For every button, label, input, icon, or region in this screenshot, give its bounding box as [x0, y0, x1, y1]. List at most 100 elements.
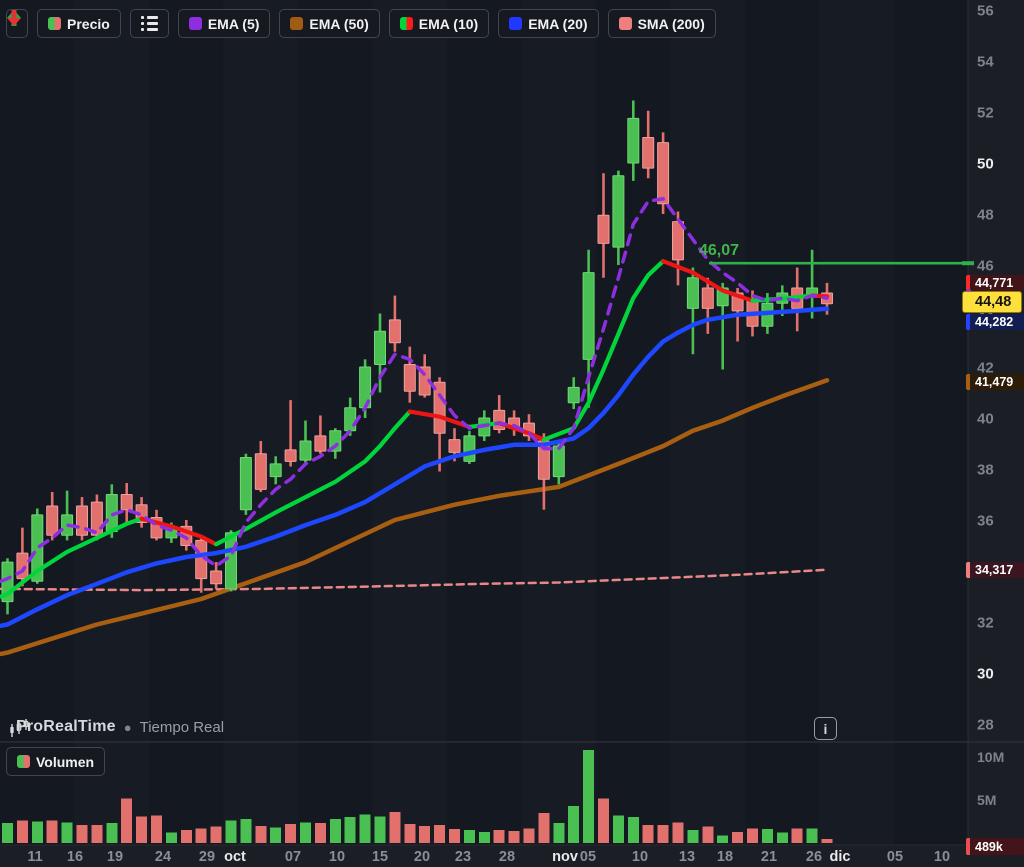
candle-body — [344, 407, 357, 432]
month-label: nov — [552, 849, 578, 865]
ema20-button[interactable]: EMA (20) — [498, 9, 599, 38]
volume-indicator-button[interactable]: Volumen — [6, 747, 106, 776]
date-label: 10 — [632, 849, 648, 865]
candle — [46, 491, 59, 541]
scroll-arrows-button[interactable] — [6, 9, 28, 38]
volume-bar — [702, 826, 714, 843]
time-axis-background — [0, 845, 1024, 867]
volume-bar — [821, 838, 833, 843]
sma200-label: SMA (200) — [637, 15, 705, 32]
candle-body — [627, 117, 640, 164]
candle-body — [582, 272, 595, 360]
list-icon — [140, 16, 158, 31]
price-tag: 44,282 — [966, 314, 1024, 330]
date-label: 29 — [199, 849, 215, 865]
series-segment — [139, 516, 219, 547]
candle — [627, 100, 640, 181]
volume-bar — [61, 822, 73, 843]
candle — [463, 430, 476, 464]
date-label: 05 — [887, 849, 903, 865]
week-band — [224, 0, 299, 845]
volume-axis[interactable]: 10M 5M — [977, 749, 1004, 808]
date-label: 15 — [372, 849, 388, 865]
price-tick-label: 48 — [977, 207, 994, 224]
volume-bar — [314, 823, 326, 843]
candle-body — [46, 505, 59, 536]
slow-ma-lines — [0, 378, 830, 657]
price-axis-background — [968, 0, 1024, 845]
volume-bar — [747, 828, 758, 843]
date-label: 19 — [107, 849, 123, 865]
ema50-button[interactable]: EMA (50) — [279, 9, 380, 38]
candle-body — [448, 439, 461, 453]
precio-swatch-icon — [48, 17, 61, 30]
price-tick-label: 30 — [977, 666, 994, 683]
series-segment — [0, 516, 144, 599]
price-tick-label: 52 — [977, 105, 994, 122]
series-segment — [407, 409, 472, 429]
volume-bar — [583, 750, 595, 843]
volume-tick-label: 5M — [977, 792, 996, 808]
candle-body — [701, 287, 714, 309]
info-button[interactable]: i — [814, 717, 837, 740]
volume-bars — [2, 750, 833, 843]
ema10-button[interactable]: EMA (10) — [388, 9, 490, 38]
volume-bar — [672, 822, 684, 843]
volume-bar — [389, 812, 401, 843]
price-axis[interactable]: 565452504846444240383634323028 — [977, 3, 994, 734]
volume-bar — [627, 817, 639, 843]
volume-bar — [151, 815, 162, 843]
candle — [701, 277, 714, 334]
candle-body — [612, 175, 625, 248]
candle — [388, 295, 401, 352]
ema5-button[interactable]: EMA (5) — [177, 9, 271, 38]
time-axis[interactable]: 11 16 19 24 29 oct 07 10 15 20 23 28 nov 05 10 13 18 21 26… — [27, 849, 950, 865]
candle-body — [284, 449, 297, 462]
ema5-swatch-icon — [188, 17, 202, 30]
candle-body — [299, 440, 312, 461]
candle-body — [463, 435, 476, 462]
volume-bar — [195, 828, 207, 843]
candle — [493, 395, 506, 434]
volume-bar — [165, 832, 177, 843]
volume-bar — [106, 823, 118, 843]
candle — [582, 249, 595, 408]
candle — [597, 173, 610, 278]
volume-bar — [568, 806, 580, 843]
series-segment — [660, 259, 755, 303]
candle-body — [642, 137, 655, 169]
candle — [686, 267, 699, 355]
tag-value: 489k — [975, 839, 1003, 854]
volume-bar — [374, 816, 386, 843]
volume-bar — [46, 820, 58, 843]
level-line-annotation: 46,07 — [699, 242, 740, 259]
volume-bar — [225, 820, 237, 843]
price-tag: 34,317 — [966, 562, 1024, 578]
branding-row: ProRealTime ● Tiempo Real — [8, 718, 224, 737]
sma200-button[interactable]: SMA (200) — [607, 9, 716, 38]
precio-button[interactable]: Precio — [37, 9, 121, 38]
candle — [31, 508, 44, 584]
volume-bar — [285, 824, 297, 843]
volume-bar — [270, 827, 282, 843]
volume-bar — [2, 823, 13, 843]
candle — [284, 400, 297, 467]
candle — [567, 377, 580, 410]
series-line — [0, 378, 830, 657]
ema10-swatch-icon — [399, 17, 413, 30]
volume-bar — [76, 824, 88, 843]
volume-bar — [687, 830, 699, 843]
volume-bar — [553, 823, 565, 843]
volume-bar — [761, 829, 773, 843]
volume-bar — [717, 835, 729, 843]
indicator-list-button[interactable] — [129, 9, 169, 38]
ema20-swatch-icon — [509, 17, 523, 30]
candle-body — [120, 494, 133, 511]
tag-value: 44,48 — [975, 294, 1012, 310]
volume-bar — [404, 824, 416, 843]
candle — [210, 562, 223, 589]
date-label: 13 — [679, 849, 695, 865]
info-icon: i — [823, 720, 828, 737]
volume-bar — [463, 830, 475, 843]
